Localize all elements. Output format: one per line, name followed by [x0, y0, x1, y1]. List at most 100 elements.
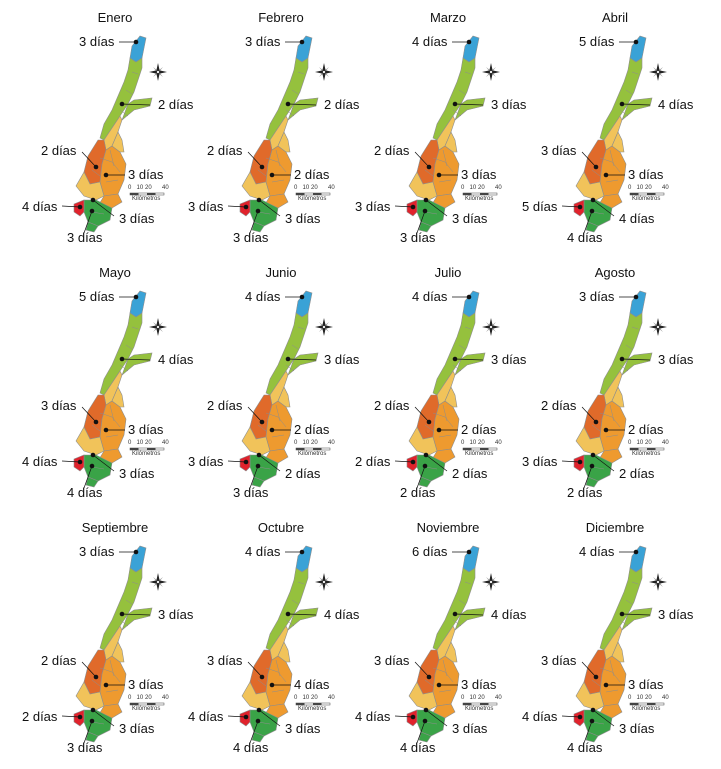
region-map: [239, 545, 319, 743]
scale-unit-label: Kilómetros: [632, 706, 661, 712]
region-map: [406, 545, 486, 743]
month-map-panel: 0 10 20 40 Kilómetros Abril 5 días 4 días 3 días…: [500, 0, 693, 253]
scale-bar: [629, 702, 665, 706]
location-dot: [426, 419, 432, 425]
scale-bar: [462, 192, 498, 196]
region-map: [406, 290, 486, 488]
days-label: 4 días: [579, 544, 615, 559]
leader-line: [92, 199, 115, 217]
leader-line: [581, 406, 597, 423]
days-label: 4 días: [245, 544, 281, 559]
location-dot: [255, 208, 261, 214]
month-map-svg: [394, 545, 500, 744]
location-dot: [90, 707, 96, 713]
location-dot: [299, 39, 305, 45]
scale-tick-label: 20: [145, 695, 152, 701]
days-label: 2 días: [374, 398, 410, 413]
days-label: 4 días: [188, 709, 224, 724]
month-map-svg: [61, 545, 167, 744]
days-label: 2 días: [22, 709, 58, 724]
days-label: 3 días: [67, 740, 103, 755]
scale-unit-label: Kilómetros: [632, 451, 661, 457]
days-label: 3 días: [491, 352, 527, 367]
location-dot: [77, 714, 83, 720]
location-dot: [256, 197, 262, 203]
scale-tick-label: 10: [302, 440, 310, 446]
scale-bar: [462, 447, 498, 451]
location-dot: [423, 452, 429, 458]
location-dot: [619, 101, 625, 107]
location-dot: [619, 611, 625, 617]
north-compass-icon: [482, 573, 500, 591]
leader-line: [592, 709, 615, 727]
scale-unit-label: Kilómetros: [465, 706, 494, 712]
location-dot: [90, 452, 96, 458]
location-dot: [256, 707, 262, 713]
region-map: [573, 545, 653, 743]
month-title: Julio: [434, 265, 462, 280]
month-map-panel: 0 10 20 40 Kilómetros Octubre 4 días 4 días 3 dí…: [166, 510, 359, 763]
leader-line: [121, 358, 151, 361]
leader-line: [81, 661, 97, 678]
leader-line: [249, 465, 259, 489]
scale-tick-label: 0: [294, 695, 298, 701]
location-dot: [77, 459, 83, 465]
leader-line: [394, 460, 414, 463]
location-dot: [243, 204, 249, 210]
north-compass-icon: [482, 63, 500, 81]
days-label: 2 días: [207, 398, 243, 413]
scale-bar: [462, 702, 498, 706]
days-label: 4 días: [567, 740, 603, 755]
days-label: 3 días: [233, 485, 269, 500]
scale-bar: [629, 192, 665, 196]
scale-unit-label: Kilómetros: [632, 196, 661, 202]
location-dot: [436, 682, 442, 688]
location-dot: [589, 208, 595, 214]
scale-unit-label: Kilómetros: [132, 706, 161, 712]
days-label: 4 días: [22, 199, 58, 214]
location-dot: [452, 356, 458, 362]
scale-tick-label: 10: [469, 185, 477, 191]
location-dot: [593, 674, 599, 680]
location-dot: [589, 718, 595, 724]
location-dot: [269, 172, 275, 178]
leader-line: [227, 205, 247, 208]
location-dot: [285, 356, 291, 362]
north-compass-icon: [315, 573, 333, 591]
days-label: 4 días: [355, 709, 391, 724]
days-label: 3 días: [658, 352, 694, 367]
month-map-panel: 0 10 20 40 Kilómetros Septiembre 3 días 3 días 2…: [0, 510, 193, 763]
location-dot: [590, 707, 596, 713]
days-label: 4 días: [67, 485, 103, 500]
scale-tick-label: 20: [645, 185, 652, 191]
location-dot: [436, 427, 442, 433]
days-label: 3 días: [128, 677, 164, 692]
scale-tick-label: 40: [162, 185, 169, 191]
location-dot: [593, 419, 599, 425]
days-label: 2 días: [400, 485, 436, 500]
leader-line: [394, 715, 414, 718]
scale-tick-label: 0: [461, 185, 465, 191]
month-map-svg: [561, 545, 667, 744]
days-label: 3 días: [452, 211, 488, 226]
location-dot: [452, 101, 458, 107]
scale-tick-label: 40: [328, 440, 335, 446]
scale-tick-label: 20: [145, 440, 152, 446]
leader-line: [83, 720, 93, 744]
days-label: 3 días: [541, 143, 577, 158]
days-label: 4 días: [567, 230, 603, 245]
location-dot: [452, 611, 458, 617]
north-compass-icon: [649, 63, 667, 81]
leader-line: [621, 613, 651, 616]
month-title: Marzo: [429, 10, 467, 25]
location-dot: [590, 197, 596, 203]
days-label: 4 días: [233, 740, 269, 755]
month-title: Septiembre: [81, 520, 149, 535]
days-label: 4 días: [491, 607, 527, 622]
scale-tick-label: 0: [128, 185, 132, 191]
location-dot: [133, 39, 139, 45]
days-label: 4 días: [522, 709, 558, 724]
location-dot: [426, 674, 432, 680]
days-label: 2 días: [324, 97, 360, 112]
leader-line: [592, 199, 615, 217]
